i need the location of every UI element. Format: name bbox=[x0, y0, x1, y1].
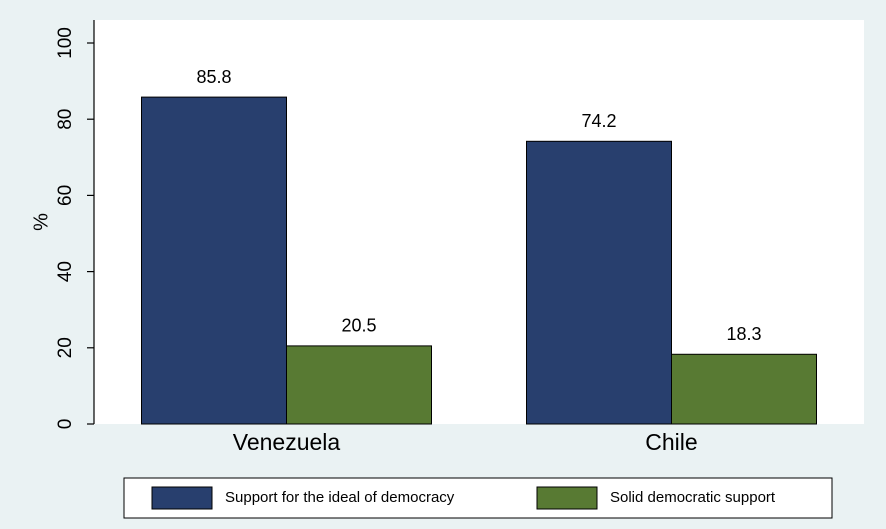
y-tick-label: 60 bbox=[55, 185, 76, 206]
value-label: 74.2 bbox=[581, 111, 616, 131]
legend-swatch bbox=[151, 486, 213, 510]
bar bbox=[671, 353, 817, 425]
bar bbox=[286, 345, 432, 425]
y-tick-label: 20 bbox=[55, 337, 76, 358]
legend-box bbox=[123, 477, 833, 519]
bar bbox=[141, 96, 287, 425]
legend-swatch bbox=[536, 486, 598, 510]
y-tick-label: 40 bbox=[55, 261, 76, 282]
value-label: 85.8 bbox=[196, 67, 231, 87]
legend-label: Solid democratic support bbox=[610, 489, 776, 506]
y-tick-label: 80 bbox=[55, 109, 76, 130]
y-axis-title: % bbox=[30, 213, 52, 231]
legend-label: Support for the ideal of democracy bbox=[225, 489, 455, 506]
x-tick-label: Venezuela bbox=[233, 429, 341, 455]
y-tick-label: 100 bbox=[55, 27, 76, 59]
value-label: 20.5 bbox=[341, 316, 376, 336]
value-label: 18.3 bbox=[726, 324, 761, 344]
x-tick-label: Chile bbox=[645, 429, 697, 455]
bar bbox=[526, 140, 672, 425]
y-tick-label: 0 bbox=[55, 419, 76, 430]
